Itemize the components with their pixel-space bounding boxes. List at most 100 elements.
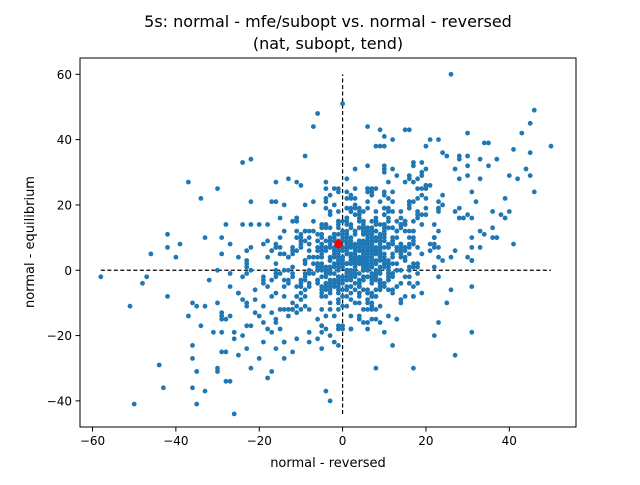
- data-point: [269, 199, 275, 205]
- data-point: [361, 287, 366, 293]
- data-point: [390, 209, 395, 214]
- data-point: [377, 238, 383, 244]
- data-point: [352, 287, 358, 293]
- data-point: [373, 261, 379, 267]
- y-tick-label: 20: [57, 198, 72, 212]
- data-point: [381, 189, 387, 195]
- data-point: [402, 258, 408, 263]
- data-point: [390, 199, 395, 205]
- data-point: [415, 215, 420, 221]
- data-point: [273, 320, 279, 325]
- data-point: [427, 241, 433, 247]
- data-point: [273, 267, 279, 273]
- data-point: [369, 218, 375, 224]
- data-point: [356, 261, 362, 267]
- data-point: [352, 251, 358, 257]
- data-point: [336, 254, 341, 260]
- data-point: [165, 294, 170, 299]
- data-point: [390, 271, 395, 276]
- data-point: [465, 163, 470, 169]
- data-point: [390, 254, 395, 260]
- data-point: [477, 228, 483, 234]
- y-tick-label: 60: [57, 68, 72, 82]
- data-point: [348, 245, 354, 250]
- data-point: [394, 235, 400, 241]
- data-point: [356, 212, 362, 218]
- data-point: [277, 307, 283, 312]
- data-point: [319, 245, 325, 250]
- data-point: [240, 222, 246, 227]
- data-point: [352, 212, 358, 218]
- data-point: [190, 300, 195, 306]
- data-point: [365, 264, 370, 270]
- data-point: [286, 176, 291, 182]
- data-point: [386, 205, 391, 211]
- data-point: [373, 307, 379, 312]
- data-point: [211, 329, 216, 335]
- data-point: [373, 294, 379, 299]
- data-point: [361, 264, 366, 270]
- data-point: [419, 186, 425, 192]
- data-point: [386, 287, 391, 293]
- data-point: [261, 320, 266, 325]
- data-point: [356, 300, 362, 306]
- data-point: [390, 287, 395, 293]
- data-point: [231, 329, 237, 335]
- data-point: [394, 284, 400, 289]
- data-point: [269, 329, 275, 335]
- data-point: [419, 169, 425, 175]
- data-point: [223, 222, 229, 227]
- data-point: [315, 254, 320, 260]
- data-point: [381, 261, 387, 267]
- data-point: [290, 300, 295, 306]
- data-point: [298, 280, 304, 286]
- data-point: [419, 212, 425, 218]
- data-point: [436, 254, 441, 260]
- data-point: [469, 258, 475, 263]
- data-point: [223, 316, 229, 322]
- data-point: [386, 179, 391, 185]
- data-point: [302, 287, 308, 293]
- data-point: [465, 173, 470, 179]
- data-point: [331, 254, 337, 260]
- data-point: [323, 388, 329, 394]
- data-point: [436, 274, 441, 280]
- data-point: [348, 290, 354, 296]
- data-point: [377, 127, 383, 133]
- data-point: [390, 290, 395, 296]
- data-point: [261, 277, 266, 283]
- data-point: [356, 218, 362, 224]
- data-point: [386, 258, 391, 263]
- data-point: [377, 143, 383, 149]
- data-point: [431, 333, 437, 338]
- data-point: [386, 277, 391, 283]
- data-point: [365, 287, 370, 293]
- data-point: [290, 218, 295, 224]
- y-tick-label: −40: [47, 394, 72, 408]
- data-point: [531, 189, 537, 195]
- data-point: [256, 313, 262, 319]
- data-point: [390, 251, 395, 257]
- data-point: [352, 202, 358, 208]
- data-point: [456, 215, 462, 221]
- data-point: [465, 254, 470, 260]
- data-point: [336, 277, 341, 283]
- data-point: [361, 267, 366, 273]
- data-point: [369, 254, 375, 260]
- data-point: [156, 362, 162, 368]
- data-point: [352, 274, 358, 280]
- data-point: [236, 290, 241, 296]
- data-point: [319, 267, 325, 273]
- data-point: [323, 248, 329, 254]
- data-point: [373, 143, 379, 149]
- data-point: [356, 254, 362, 260]
- data-point: [348, 313, 354, 319]
- data-point: [252, 310, 258, 316]
- data-point: [302, 228, 308, 234]
- data-point: [461, 215, 466, 221]
- data-point: [131, 401, 137, 407]
- data-point: [356, 294, 362, 299]
- data-point: [290, 271, 295, 276]
- data-point: [444, 300, 450, 306]
- data-point: [319, 323, 325, 329]
